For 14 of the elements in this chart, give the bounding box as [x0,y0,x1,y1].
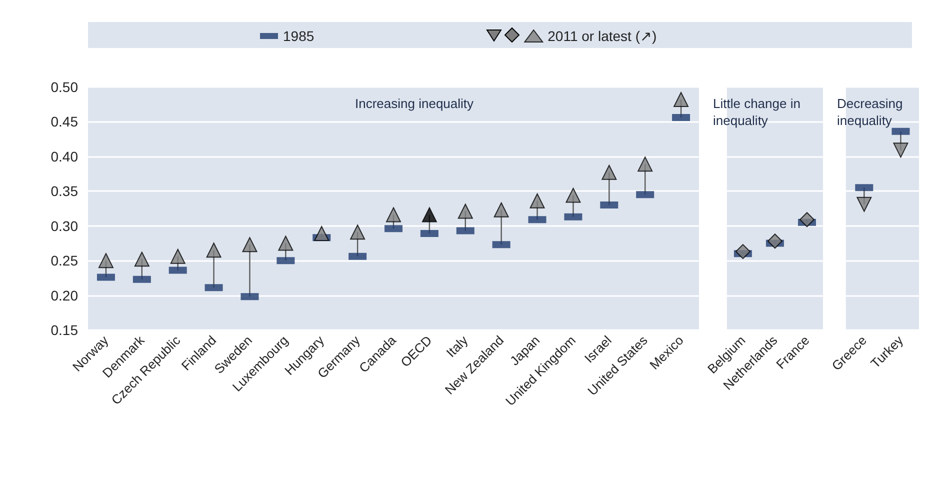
legend-label: 2011 or latest (↗) [548,28,657,44]
y-tick-label: 0.15 [50,322,78,338]
text: Little change in inequality [713,96,804,128]
text: Decreasing inequality [837,96,906,128]
legend-label: 1985 [283,28,314,44]
y-tick-label: 0.50 [50,79,78,95]
y-tick-label: 0.40 [50,148,78,164]
x-tick-label: Italy [443,332,472,360]
y-tick-label: 0.45 [50,114,78,130]
y-tick-label: 0.35 [50,183,78,200]
y-tick-label: 0.25 [50,252,78,269]
text: Increasing inequality [355,96,474,111]
y-tick-label: 0.30 [50,218,78,234]
y-tick-label: 0.20 [50,287,78,304]
